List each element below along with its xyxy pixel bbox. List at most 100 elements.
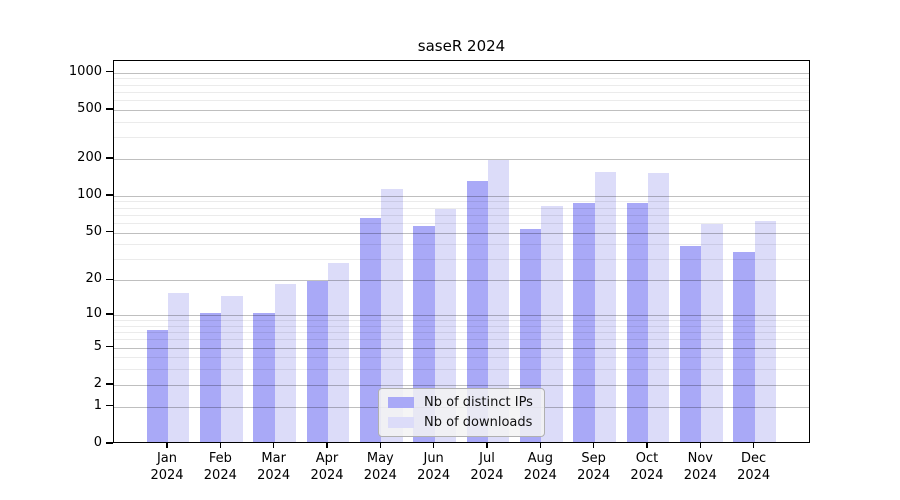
x-tick-month: Feb [208,451,232,466]
y-tick-label: 50 [85,223,102,239]
y-major-gridline [114,347,809,349]
y-major-gridline [114,109,809,111]
x-tick-label: Jul 2024 [457,450,517,484]
y-tick-label: 2 [93,375,102,391]
bar-downloads [754,220,776,442]
bar-downloads [168,292,190,442]
y-minor-gridline [114,214,809,216]
y-minor-gridline [114,339,809,341]
x-tick-mark [379,443,382,448]
legend-label-distinct-ips: Nb of distinct IPs [424,395,533,410]
x-tick-label: Mar 2024 [244,450,304,484]
y-tick-mark [106,230,113,233]
bar-downloads [541,205,563,442]
x-tick-month: Mar [261,451,286,466]
grid-layer [114,61,809,442]
bar-distinct-ips [680,246,702,442]
bar-downloads [701,223,723,442]
y-minor-gridline [114,244,809,246]
y-minor-gridline [114,84,809,86]
bar-distinct-ips [253,313,275,442]
downloads-swatch-icon [388,417,414,428]
x-tick-year: 2024 [737,468,771,483]
bar-distinct-ips [733,252,755,442]
x-tick-month: Sep [581,451,606,466]
y-major-gridline [114,195,809,197]
y-tick-label: 5 [93,338,102,354]
x-tick-mark [486,443,488,448]
x-tick-mark [432,443,435,448]
bar-distinct-ips [573,202,595,442]
y-tick-label: 10 [85,306,102,322]
x-tick-mark [646,443,648,448]
y-minor-gridline [114,332,809,334]
y-tick-label: 500 [77,100,102,116]
x-tick-mark [752,443,755,448]
legend-item-distinct-ips: Nb of distinct IPs [388,395,533,410]
y-tick-mark [106,194,113,196]
bar-distinct-ips [360,218,382,442]
x-tick-label: Sep 2024 [564,450,624,484]
y-minor-gridline [114,91,809,93]
bar-distinct-ips [146,330,168,442]
y-tick-label: 1000 [68,63,102,79]
x-tick-month: Nov [687,451,713,466]
y-major-gridline [114,384,809,386]
x-tick-label: May 2024 [350,450,410,484]
bars-layer [114,61,809,442]
x-tick-month: Aug [527,451,553,466]
x-tick-label: Dec 2024 [724,450,784,484]
legend: Nb of distinct IPs Nb of downloads [378,388,545,437]
y-major-gridline [114,158,809,160]
x-tick-month: Jul [479,451,495,466]
x-tick-year: 2024 [310,468,344,483]
y-minor-gridline [114,320,809,322]
bar-distinct-ips [626,202,648,442]
y-major-gridline [114,232,809,234]
bar-distinct-ips [200,313,222,442]
x-tick-mark [272,443,275,448]
y-tick-mark [106,278,113,281]
x-tick-mark [219,443,222,448]
chart-title: saseR 2024 [417,37,506,55]
y-minor-gridline [114,99,809,101]
x-tick-mark [539,443,542,448]
x-tick-year: 2024 [470,468,504,483]
x-tick-year: 2024 [577,468,611,483]
x-tick-label: Apr 2024 [297,450,357,484]
x-tick-year: 2024 [523,468,557,483]
x-tick-month: May [366,451,394,466]
y-tick-label: 1 [93,397,102,413]
y-minor-gridline [114,325,809,327]
legend-label-downloads: Nb of downloads [424,415,533,430]
x-tick-month: Dec [741,451,767,466]
bar-downloads [434,209,456,442]
y-minor-gridline [114,259,809,261]
y-tick-mark [106,157,113,159]
bar-downloads [381,188,403,442]
x-tick-label: Feb 2024 [190,450,250,484]
x-tick-month: Jun [423,451,444,466]
bar-distinct-ips [306,280,328,442]
x-tick-month: Jan [156,451,178,466]
x-tick-mark [699,443,702,448]
y-tick-mark [106,313,113,315]
bar-downloads [221,296,243,442]
x-tick-label: Jun 2024 [404,450,464,484]
distinct-ips-swatch-icon [388,397,414,408]
bar-downloads [594,171,616,442]
x-tick-mark [326,443,328,448]
y-minor-gridline [114,201,809,203]
y-tick-mark [106,70,113,73]
y-minor-gridline [114,207,809,209]
x-tick-year: 2024 [363,468,397,483]
x-tick-year: 2024 [417,468,451,483]
x-tick-mark [166,443,168,448]
x-tick-year: 2024 [630,468,664,483]
y-minor-gridline [114,222,809,224]
y-tick-label: 200 [77,149,102,165]
y-minor-gridline [114,137,809,139]
y-tick-label: 100 [77,186,102,202]
y-tick-mark [106,108,113,110]
